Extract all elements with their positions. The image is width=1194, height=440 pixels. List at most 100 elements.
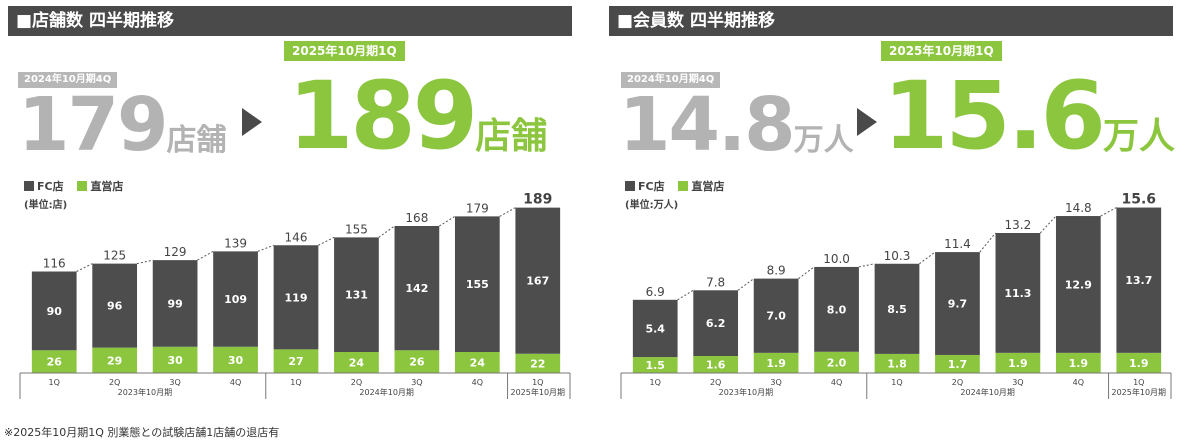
stores-group-label: 2023年10月期 xyxy=(118,387,173,397)
members-trend-line xyxy=(919,251,936,265)
stores-total-label: 189 xyxy=(523,192,552,208)
stores-bar-chart: 26 90 116 1Q 29 96 125 2Q 30 99 129 3Q 30 109 139 4Q 27 1… xyxy=(19,192,571,399)
stores-total-label: 139 xyxy=(224,236,247,250)
stores-previous-badge: 2024年10月期4Q xyxy=(18,72,118,88)
legend-direct-label: 直営店 xyxy=(691,180,725,193)
members-previous-value: 14.8 xyxy=(619,82,796,168)
members-trend-line xyxy=(737,278,755,291)
members-direct-label: 1.9 xyxy=(1069,357,1089,370)
members-previous-figure: 14.8万人 xyxy=(619,80,854,186)
stores-trend-line xyxy=(499,207,516,217)
stores-tick-label: 1Q xyxy=(49,378,60,387)
members-tick-label: 3Q xyxy=(1012,378,1023,387)
members-fc-label: 12.9 xyxy=(1065,278,1092,291)
fc-swatch-icon xyxy=(24,181,34,191)
stores-direct-bar xyxy=(394,350,440,373)
stores-fc-bar xyxy=(213,251,258,347)
stores-fc-bar xyxy=(92,263,138,348)
members-direct-bar xyxy=(1116,352,1162,373)
stores-tick-label: 1Q xyxy=(532,378,543,387)
members-current-unit: 万人 xyxy=(1102,116,1175,157)
members-total-label: 10.3 xyxy=(884,249,911,263)
members-direct-bar xyxy=(693,356,739,373)
stores-fc-bar xyxy=(31,271,77,351)
members-direct-bar xyxy=(753,352,799,373)
stores-total-label: 146 xyxy=(285,230,308,244)
members-tick-label: 1Q xyxy=(891,378,902,387)
members-current-badge: 2025年10月期1Q xyxy=(881,41,1002,61)
stores-direct-label: 24 xyxy=(470,357,486,370)
members-current-value: 15.6 xyxy=(883,62,1106,171)
stores-direct-label: 30 xyxy=(167,354,183,367)
stores-trend-line xyxy=(76,263,93,272)
members-tick-label: 3Q xyxy=(770,378,781,387)
members-fc-label: 7.0 xyxy=(766,310,786,323)
stores-direct-label: 22 xyxy=(530,357,545,370)
members-fc-label: 9.7 xyxy=(948,298,968,311)
members-trend-line xyxy=(858,263,875,268)
members-fc-bar xyxy=(693,290,739,357)
members-total-label: 13.2 xyxy=(1005,218,1032,232)
members-fc-label: 11.3 xyxy=(1004,287,1031,300)
stores-direct-bar xyxy=(515,353,561,373)
members-total-label: 15.6 xyxy=(1122,192,1157,208)
members-direct-label: 2.0 xyxy=(827,356,847,369)
stores-total-label: 129 xyxy=(164,245,187,259)
members-legend: FC店 直営店 xyxy=(625,178,734,194)
stores-fc-label: 131 xyxy=(345,289,368,302)
stores-total-label: 179 xyxy=(466,201,489,215)
stores-trend-line xyxy=(318,236,335,246)
members-direct-bar xyxy=(632,357,678,373)
members-fc-label: 8.5 xyxy=(887,303,907,316)
members-fc-label: 6.2 xyxy=(706,317,726,330)
stores-fc-label: 90 xyxy=(47,305,63,318)
members-tick-label: 2Q xyxy=(952,378,963,387)
members-bar-chart: 1.5 5.4 6.9 1Q 1.6 6.2 7.8 2Q 1.9 7.0 8.9 3Q 2.0 8.0 1… xyxy=(620,192,1172,399)
members-title: ■会員数 四半期推移 xyxy=(609,6,1173,36)
members-tick-label: 4Q xyxy=(831,378,842,387)
stores-current-badge: 2025年10月期1Q xyxy=(284,41,405,61)
direct-swatch-icon xyxy=(77,181,88,191)
stores-unit-note: (単位:店) xyxy=(24,200,68,211)
stores-total-label: 116 xyxy=(43,257,66,271)
stores-tick-label: 3Q xyxy=(411,378,422,387)
members-fc-bar xyxy=(814,266,859,352)
stores-direct-label: 24 xyxy=(349,357,365,370)
stores-direct-bar xyxy=(152,346,198,373)
stores-fc-label: 109 xyxy=(224,293,247,306)
stores-direct-label: 26 xyxy=(409,356,425,369)
stores-tick-label: 1Q xyxy=(290,378,301,387)
stores-tick-label: 2Q xyxy=(109,378,120,387)
stores-total-label: 125 xyxy=(103,249,126,263)
stores-fc-bar xyxy=(334,237,379,352)
members-fc-bar xyxy=(1055,216,1101,353)
members-direct-label: 1.7 xyxy=(948,358,968,371)
stores-group-label: 2025年10月期 xyxy=(511,387,566,397)
stores-title: ■店舗数 四半期推移 xyxy=(8,6,572,36)
stores-trend-line xyxy=(438,215,456,227)
stores-current-value: 189 xyxy=(288,62,478,171)
members-direct-label: 1.5 xyxy=(645,359,665,372)
members-trend-line xyxy=(1039,215,1057,234)
stores-fc-bar xyxy=(152,260,198,347)
members-fc-bar xyxy=(874,263,920,354)
stores-fc-label: 167 xyxy=(526,275,549,288)
members-total-label: 14.8 xyxy=(1065,201,1092,215)
members-direct-bar xyxy=(995,352,1041,373)
stores-group-label: 2024年10月期 xyxy=(359,387,414,397)
members-total-label: 8.9 xyxy=(767,264,786,278)
members-unit-note: (単位:万人) xyxy=(625,200,679,211)
members-trend-line xyxy=(677,289,694,301)
stores-trend-line xyxy=(257,244,274,252)
stores-fc-bar xyxy=(515,207,561,354)
members-direct-label: 1.8 xyxy=(887,357,907,370)
stores-fc-bar xyxy=(394,226,440,351)
stores-previous-value: 179 xyxy=(18,82,168,168)
stores-tick-label: 4Q xyxy=(472,378,483,387)
stores-fc-label: 96 xyxy=(107,300,123,313)
members-fc-bar xyxy=(935,252,980,355)
direct-swatch-icon xyxy=(678,181,689,191)
arrow-right-icon xyxy=(242,108,262,136)
stores-current-unit: 店舗 xyxy=(475,116,548,157)
members-fc-label: 8.0 xyxy=(827,303,847,316)
